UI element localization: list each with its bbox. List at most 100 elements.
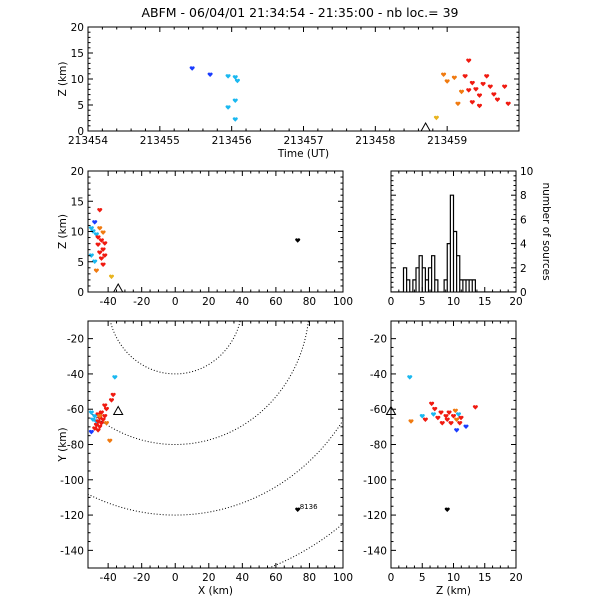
y-tick-label: 8 <box>520 190 527 202</box>
x-tick-label: -40 <box>100 296 117 308</box>
x-y-plan-chart: -40 -20 0 20 40 60 80 100 -140 -120 -100 -80 -60 -40 -… <box>57 320 353 597</box>
data-point <box>189 66 195 71</box>
data-point <box>438 410 444 415</box>
y-tick-label: -40 <box>370 369 387 381</box>
x-tick-label: 213458 <box>355 135 395 147</box>
y-tick-label: 0 <box>77 126 84 138</box>
data-point <box>100 247 106 252</box>
data-point <box>443 414 449 419</box>
plot-frame <box>87 170 344 293</box>
y-tick-label: 5 <box>77 257 84 269</box>
data-point <box>95 242 101 248</box>
x-tick-label: 100 <box>333 296 353 308</box>
data-point <box>429 401 435 407</box>
data-point <box>97 208 103 213</box>
y-tick-label: 10 <box>71 227 84 239</box>
data-point <box>505 101 511 107</box>
data-point <box>103 406 109 412</box>
data-point <box>102 253 108 258</box>
data-point <box>476 103 482 109</box>
data-point <box>466 88 472 93</box>
data-point <box>448 421 454 426</box>
y-tick-label: 20 <box>71 22 84 34</box>
station-marker <box>112 405 124 416</box>
y-tick-label: -80 <box>370 440 387 452</box>
data-point <box>100 230 106 235</box>
x-tick-label: 0 <box>172 572 179 584</box>
data-point <box>112 375 118 380</box>
x-tick-label: 0 <box>388 296 395 308</box>
data-point <box>444 507 450 512</box>
station-marker <box>112 282 124 293</box>
point-annotation: 8136 <box>300 503 318 511</box>
y-tick-label: -60 <box>67 404 84 416</box>
y-tick-label: 10 <box>520 166 533 178</box>
x-tick-label: 5 <box>419 572 426 584</box>
x-tick-label: -20 <box>133 296 150 308</box>
data-point <box>444 79 450 84</box>
data-point <box>451 414 456 419</box>
y-tick-label: -20 <box>67 334 84 346</box>
plot-frame <box>390 320 517 569</box>
y-tick-label: 0 <box>77 287 84 299</box>
z-y-chart: 0 5 10 15 20 -140 -120 -100 -80 -60 -40 -20 Z (km) <box>363 320 523 597</box>
y-tick-label: 4 <box>520 239 527 251</box>
data-point <box>108 274 114 280</box>
data-point <box>107 438 113 444</box>
data-point <box>433 115 439 121</box>
plot-area <box>88 208 301 280</box>
x-tick-label: 10 <box>447 296 460 308</box>
data-point <box>234 78 240 84</box>
x-tick-label: 0 <box>388 572 395 584</box>
y-tick-label: -120 <box>363 510 387 522</box>
y-axis-title: Z (km) <box>57 214 69 249</box>
data-point <box>90 229 96 234</box>
data-point <box>98 421 104 426</box>
data-point <box>232 75 238 80</box>
data-point <box>458 415 464 421</box>
data-point <box>439 421 445 426</box>
y-tick-label: 20 <box>71 166 84 178</box>
x-tick-label: -20 <box>133 572 150 584</box>
data-point <box>232 117 238 122</box>
figure-title: ABFM - 06/04/01 21:34:54 - 21:35:00 - nb… <box>141 5 458 20</box>
y-tick-label: 5 <box>77 100 84 112</box>
data-point <box>90 417 96 422</box>
y-tick-label: -120 <box>60 510 84 522</box>
x-tick-label: 213456 <box>212 135 252 147</box>
data-point <box>102 414 108 419</box>
range-ring <box>267 522 343 568</box>
data-point <box>102 241 108 246</box>
station-marker <box>420 121 431 132</box>
data-point <box>93 232 99 237</box>
y-tick-label: -40 <box>67 369 84 381</box>
data-point <box>454 428 460 433</box>
data-point <box>473 87 479 92</box>
x-tick-label: 15 <box>478 572 491 584</box>
x-z-chart: -40 -20 0 20 40 60 80 100 0 5 10 15 20 Z (km) <box>57 166 353 308</box>
data-point <box>491 92 497 97</box>
data-point <box>88 226 94 231</box>
x-tick-label: 60 <box>269 572 282 584</box>
y-tick-label: 10 <box>71 74 84 86</box>
x-axis-title: Z (km) <box>436 585 471 597</box>
y-axis-title: Y (km) <box>57 427 69 462</box>
data-point <box>469 80 475 86</box>
data-point <box>444 417 450 422</box>
data-point <box>95 419 101 424</box>
time-height-chart: 213454 213455 213456 213457 213458 213459 0 5 10… <box>57 22 520 160</box>
x-tick-label: 20 <box>202 296 215 308</box>
y-tick-label: 0 <box>520 287 527 299</box>
x-tick-label: 20 <box>509 572 522 584</box>
data-point <box>97 226 103 231</box>
data-point <box>92 426 98 431</box>
plot-area <box>407 375 478 512</box>
y-tick-label: 2 <box>520 263 527 275</box>
data-point <box>93 268 99 274</box>
x-tick-label: 10 <box>447 572 460 584</box>
data-point <box>207 72 213 78</box>
data-point <box>100 417 106 422</box>
x-tick-label: 80 <box>303 296 316 308</box>
data-point <box>88 253 94 258</box>
